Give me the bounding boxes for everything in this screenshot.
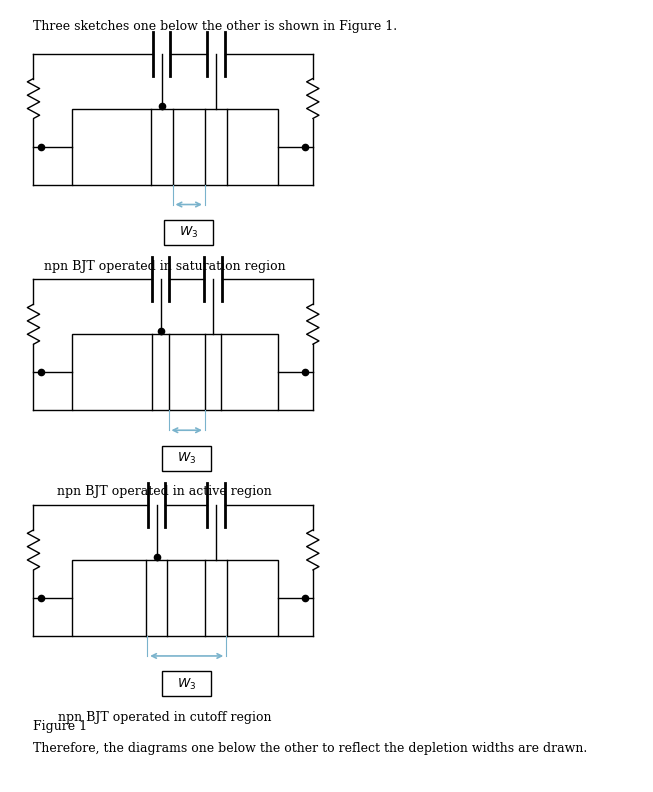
Bar	[163, 446, 211, 470]
Text: Three sketches one below the other is shown in Figure 1.: Three sketches one below the other is sh…	[33, 20, 398, 33]
Bar	[163, 672, 211, 696]
Text: $W_3$: $W_3$	[177, 676, 197, 691]
Text: Figure 1: Figure 1	[33, 720, 88, 733]
Bar	[72, 334, 278, 410]
Text: npn BJT operated in cutoff region: npn BJT operated in cutoff region	[57, 711, 271, 724]
Text: npn BJT operated in active region: npn BJT operated in active region	[57, 485, 272, 498]
Text: Therefore, the diagrams one below the other to reflect the depletion widths are : Therefore, the diagrams one below the ot…	[33, 742, 588, 755]
Bar	[72, 560, 278, 636]
Bar	[72, 109, 278, 185]
Text: $W_3$: $W_3$	[179, 225, 199, 240]
Text: $W_3$: $W_3$	[177, 451, 197, 466]
Bar	[165, 220, 213, 245]
Text: npn BJT operated in saturation region: npn BJT operated in saturation region	[44, 260, 285, 272]
